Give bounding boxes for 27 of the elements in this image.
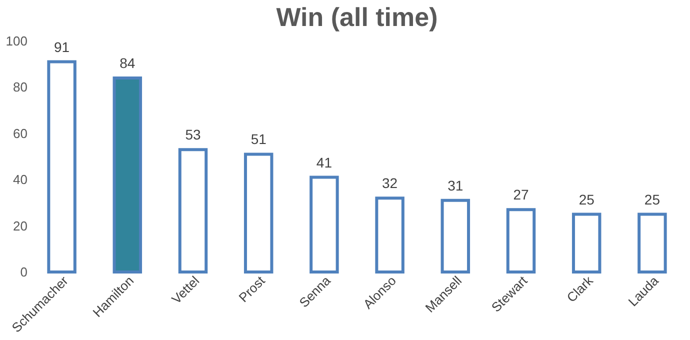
bar <box>310 176 339 274</box>
data-label: 84 <box>120 54 136 71</box>
y-tick-label: 60 <box>13 126 28 141</box>
bar <box>440 198 470 274</box>
bar <box>244 152 274 274</box>
y-tick-label: 100 <box>6 34 28 48</box>
data-label: 32 <box>382 175 398 192</box>
data-label: 25 <box>578 191 595 208</box>
bar <box>178 148 208 274</box>
data-label: 25 <box>644 191 660 208</box>
y-tick-label: 40 <box>13 172 28 188</box>
bar <box>506 208 536 274</box>
data-label: 41 <box>316 154 332 170</box>
chart-title: Win (all time) <box>276 2 438 32</box>
y-tick-label: 80 <box>13 80 28 95</box>
bar <box>572 212 602 274</box>
data-label: 27 <box>513 186 529 203</box>
bar <box>112 76 142 274</box>
y-tick-label: 20 <box>13 218 28 234</box>
y-tick-label: 0 <box>20 264 28 280</box>
bar <box>47 60 76 274</box>
bar <box>638 212 667 274</box>
data-label: 53 <box>185 126 201 143</box>
data-label: 31 <box>448 177 464 194</box>
data-label: 91 <box>54 38 70 55</box>
bar <box>375 196 404 274</box>
data-label: 51 <box>250 131 267 148</box>
